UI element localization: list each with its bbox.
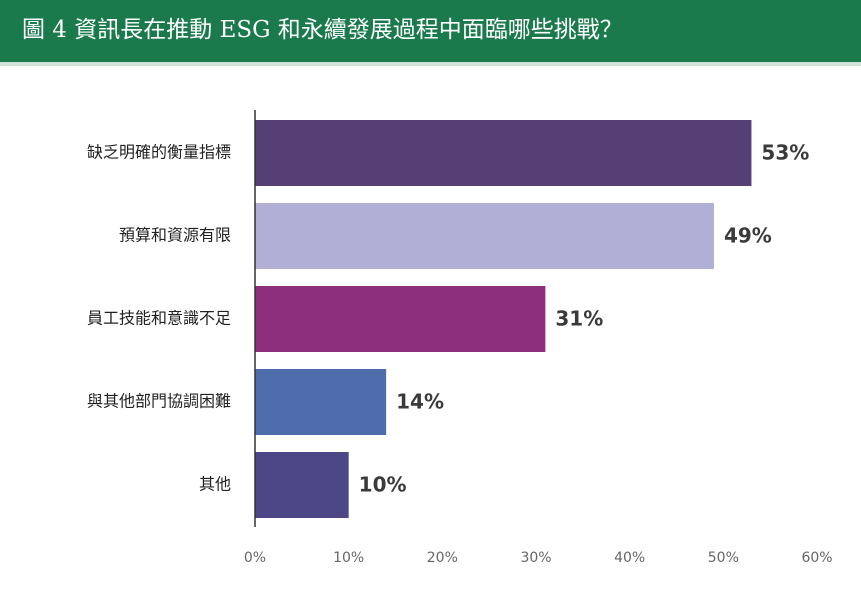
value-label: 53%: [761, 141, 809, 165]
y-tick-label: 預算和資源有限: [119, 226, 231, 245]
x-tick-label: 0%: [244, 550, 266, 566]
bar: [255, 452, 349, 518]
x-tick-label: 30%: [520, 550, 551, 566]
chart-title: 圖 4 資訊長在推動 ESG 和永續發展過程中面臨哪些挑戰？: [22, 17, 623, 43]
value-label: 31%: [555, 307, 603, 331]
value-label: 49%: [724, 224, 772, 248]
x-tick-label: 60%: [801, 550, 832, 566]
bar: [255, 286, 546, 352]
bar: [255, 369, 387, 435]
bar: [255, 203, 714, 269]
y-tick-label: 與其他部門協調困難: [87, 392, 231, 411]
y-tick-label: 缺乏明確的衡量指標: [87, 143, 231, 162]
x-tick-label: 20%: [427, 550, 458, 566]
x-tick-label: 40%: [614, 550, 645, 566]
y-tick-label: 員工技能和意識不足: [87, 309, 231, 328]
x-tick-label: 10%: [333, 550, 364, 566]
value-label: 10%: [359, 473, 407, 497]
value-label: 14%: [396, 390, 444, 414]
x-tick-label: 50%: [708, 550, 739, 566]
banner-shadow: [0, 62, 861, 66]
bar: [255, 120, 752, 186]
title-banner: [0, 0, 861, 62]
y-tick-label: 其他: [199, 475, 231, 494]
